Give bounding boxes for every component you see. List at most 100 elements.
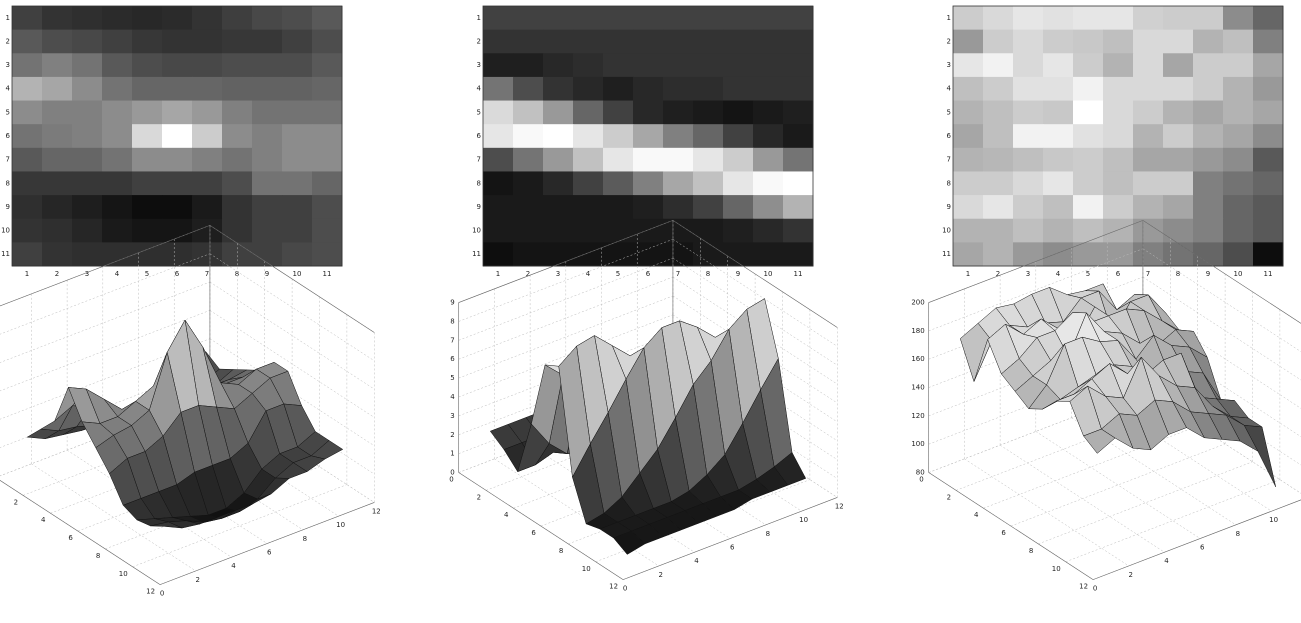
grid-line — [672, 295, 838, 404]
y-tick-label: 4 — [504, 511, 509, 519]
heatmap-cell — [633, 100, 664, 125]
heatmap-cell — [252, 76, 283, 102]
z-tick-label: 140 — [911, 384, 924, 392]
heatmap-cell — [222, 124, 253, 149]
heatmap-cell — [693, 195, 724, 220]
heatmap-cell — [953, 53, 984, 78]
x-tick-label: 11 — [794, 270, 803, 278]
heatmap-cell — [663, 76, 694, 102]
heatmap-cell — [72, 6, 103, 31]
heatmap-cell — [312, 218, 343, 243]
heatmap-cell — [573, 76, 604, 102]
heatmap-cell — [983, 29, 1014, 54]
heatmap-cell — [132, 53, 163, 78]
heatmap-cell — [252, 29, 283, 54]
z-tick-label: 120 — [911, 412, 924, 420]
x-tick-label: 7 — [676, 270, 680, 278]
heatmap-cell — [222, 218, 253, 243]
y-tick-label: 10 — [1052, 565, 1061, 573]
x-tick-label: 4 — [1056, 270, 1061, 278]
grid-line — [1038, 461, 1253, 545]
heatmap-cell — [132, 195, 163, 220]
heatmap-cell — [723, 124, 754, 149]
heatmap-cell — [1163, 171, 1194, 196]
heatmap-cell — [162, 171, 193, 196]
heatmap-cell — [1043, 29, 1074, 54]
heatmap-cell — [1133, 100, 1164, 125]
heatmap-cell — [192, 218, 223, 243]
heatmap-cell — [132, 29, 163, 54]
heatmap-cell — [953, 100, 984, 125]
heatmap-cell — [1253, 100, 1284, 125]
heatmap-cell — [513, 171, 544, 196]
heatmap-cell — [1043, 147, 1074, 172]
heatmap-cell — [192, 6, 223, 31]
heatmap-cell — [72, 29, 103, 54]
heatmap-cell — [753, 147, 784, 172]
heatmap-cell — [663, 100, 694, 125]
heatmap-cell — [953, 29, 984, 54]
heatmap-cell — [753, 6, 784, 31]
z-tick-label: 9 — [450, 299, 454, 307]
grid-line — [1010, 443, 1226, 527]
heatmap-cell — [633, 53, 664, 78]
heatmap-cell — [513, 76, 544, 102]
y-tick-label: 5 — [947, 108, 951, 116]
heatmap-cell — [513, 195, 544, 220]
y-tick-label: 8 — [96, 552, 100, 560]
heatmap-cell — [783, 242, 814, 267]
heatmap-cell — [1073, 147, 1104, 172]
heatmap-cell — [543, 124, 574, 149]
heatmap-cell — [312, 76, 343, 102]
heatmap-cell — [1193, 124, 1224, 149]
y-tick-label: 9 — [947, 203, 951, 211]
heatmap-cell — [723, 171, 754, 196]
heatmap-cell — [633, 124, 664, 149]
heatmap-cell — [633, 195, 664, 220]
heatmap-cell — [663, 147, 694, 172]
heatmap-cell — [953, 6, 984, 31]
y-tick-label: 12 — [1079, 583, 1088, 591]
heatmap-cell — [513, 100, 544, 125]
x-tick-label: 4 — [231, 562, 236, 570]
heatmap-cell — [483, 195, 514, 220]
heatmap-cell — [513, 6, 544, 31]
x-tick-label: 11 — [323, 270, 332, 278]
y-tick-label: 7 — [947, 156, 951, 164]
heatmap-cell — [162, 76, 193, 102]
heatmap-cell — [1223, 100, 1254, 125]
y-tick-label: 2 — [477, 493, 481, 501]
heatmap-cell — [1103, 76, 1134, 102]
y-tick-label: 6 — [477, 132, 482, 140]
heatmap-cell — [222, 171, 253, 196]
x-tick-label: 6 — [175, 270, 180, 278]
heatmap-cell — [573, 171, 604, 196]
x-tick-label: 8 — [766, 530, 770, 538]
heatmap-cell — [693, 124, 724, 149]
heatmap-cell — [513, 242, 544, 267]
heatmap-cell — [983, 171, 1014, 196]
heatmap-cell — [12, 100, 43, 125]
heatmap-cell — [1163, 29, 1194, 54]
y-tick-label: 2 — [6, 37, 10, 45]
x-tick-label: 8 — [706, 270, 710, 278]
heatmap-cell — [1073, 195, 1104, 220]
heatmap-cell — [783, 6, 814, 31]
x-tick-label: 0 — [1093, 585, 1097, 593]
heatmap-cell — [603, 29, 634, 54]
heatmap-cell — [573, 6, 604, 31]
heatmap-cell — [72, 218, 103, 243]
heatmap-cell — [633, 242, 664, 267]
x-tick-label: 4 — [694, 557, 699, 565]
x-tick-label: 2 — [526, 270, 530, 278]
heatmap-cell — [1133, 53, 1164, 78]
heatmap-cell — [573, 53, 604, 78]
heatmap-cell — [483, 171, 514, 196]
heatmap-cell — [312, 242, 343, 267]
heatmap-cell — [162, 195, 193, 220]
x-tick-label: 3 — [556, 270, 560, 278]
grid-line — [964, 458, 1129, 567]
heatmap-cell — [603, 147, 634, 172]
heatmap-cell — [693, 6, 724, 31]
heatmap-cell — [42, 124, 73, 149]
